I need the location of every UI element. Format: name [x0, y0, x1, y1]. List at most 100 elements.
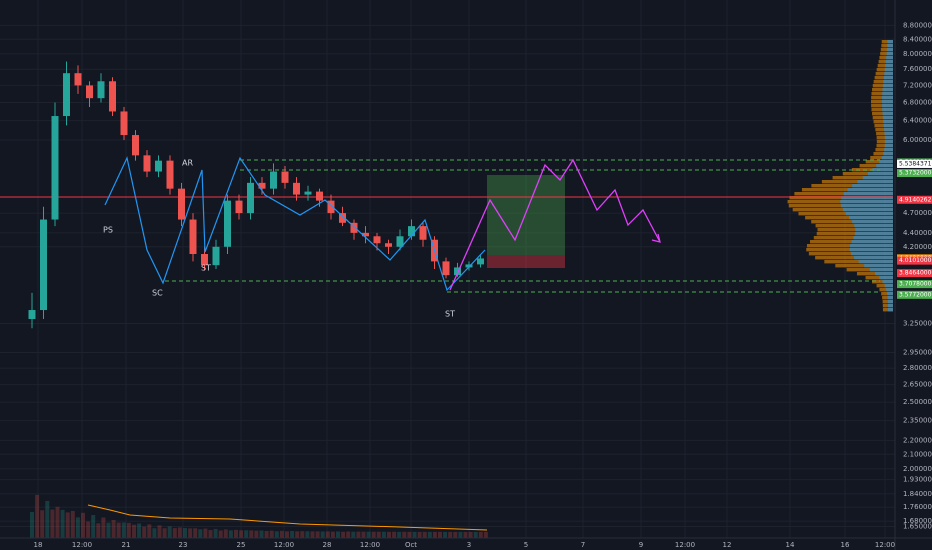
- volume-bar: [412, 531, 417, 538]
- y-tick-label: 2.00000000: [903, 465, 932, 473]
- profile-bar: [854, 256, 893, 260]
- volume-bar: [218, 530, 223, 538]
- candle-body: [477, 258, 484, 265]
- profile-bar: [805, 216, 893, 220]
- profile-bar: [883, 120, 893, 124]
- candle-body: [201, 253, 208, 266]
- volume-bar: [279, 530, 284, 538]
- volume-bar: [356, 531, 361, 538]
- profile-bar: [794, 192, 893, 196]
- profile-bar: [884, 72, 893, 76]
- volume-bar: [126, 522, 131, 538]
- volume-bar: [264, 531, 269, 538]
- y-tick-label: 1.65000000: [903, 523, 932, 531]
- y-tick-label: 2.35000000: [903, 417, 932, 425]
- volume-bar: [458, 531, 463, 538]
- profile-bar: [853, 236, 893, 240]
- x-tick-label: 14: [786, 541, 795, 549]
- y-tick-label: 2.95000000: [903, 349, 932, 357]
- profile-bar: [882, 96, 893, 100]
- candle-body: [385, 243, 392, 247]
- x-tick-label: Oct: [405, 541, 417, 549]
- profile-bar: [882, 116, 893, 120]
- volume-bar: [177, 527, 182, 538]
- volume-bar: [259, 530, 264, 538]
- profile-bar: [869, 268, 893, 272]
- volume-bar: [244, 530, 249, 538]
- profile-bar: [847, 188, 893, 192]
- volume-bar: [376, 531, 381, 538]
- profile-bar: [886, 48, 893, 52]
- candle-body: [419, 226, 427, 240]
- volume-bar: [147, 524, 152, 538]
- profile-bar: [882, 280, 893, 284]
- volume-bar: [132, 524, 136, 538]
- x-tick-label: 3: [467, 541, 471, 549]
- profile-bar: [843, 192, 893, 196]
- candle-body: [63, 73, 70, 117]
- volume-bar: [60, 509, 65, 538]
- profile-bar: [875, 148, 893, 152]
- y-tick-label: 7.20000000: [903, 81, 932, 89]
- profile-bar: [887, 304, 893, 308]
- y-tick-label: 3.25000000: [903, 320, 932, 328]
- volume-bar: [35, 494, 40, 538]
- profile-bar: [842, 208, 893, 212]
- annotation: ST: [445, 310, 455, 319]
- candle-body: [155, 160, 162, 172]
- candle-body: [454, 267, 461, 276]
- volume-bar: [116, 522, 121, 538]
- volume-bar: [55, 506, 60, 538]
- profile-bar: [883, 80, 893, 84]
- volume-bar: [228, 530, 233, 538]
- volume-bar: [239, 530, 244, 538]
- volume-bar: [269, 530, 274, 538]
- profile-bar: [864, 264, 893, 268]
- y-tick-label: 7.60000000: [903, 65, 932, 73]
- candle-body: [166, 160, 174, 189]
- x-tick-label: 12:00: [675, 541, 695, 549]
- volume-bar: [106, 522, 111, 538]
- volume-bar: [483, 531, 488, 538]
- volume-bar: [387, 531, 391, 538]
- x-tick-label: 16: [841, 541, 850, 549]
- profile-bar: [882, 308, 893, 312]
- profile-bar: [879, 276, 893, 280]
- profile-bar: [882, 112, 893, 116]
- volume-bar: [111, 520, 116, 538]
- long-stop-zone: [487, 255, 565, 268]
- y-tick-label: 2.50000000: [903, 398, 932, 406]
- price-tag: [897, 159, 932, 168]
- profile-bar: [882, 304, 893, 308]
- volume-bar: [392, 531, 397, 538]
- profile-bar: [884, 284, 893, 288]
- volume-bar: [249, 530, 254, 538]
- profile-bar: [887, 40, 893, 44]
- x-tick-label: 7: [581, 541, 585, 549]
- volume-bar: [432, 531, 437, 538]
- profile-bar: [850, 252, 893, 256]
- x-tick-label: 12:00: [274, 541, 294, 549]
- profile-bar: [886, 52, 893, 56]
- volume-bar: [101, 517, 106, 538]
- profile-bar: [862, 176, 893, 180]
- profile-bar: [879, 160, 893, 164]
- profile-bar: [872, 84, 893, 88]
- volume-bar: [172, 528, 177, 538]
- y-tick-label: 6.00000000: [903, 136, 932, 144]
- volume: [30, 494, 488, 538]
- volume-bar: [183, 528, 187, 538]
- volume-bar: [361, 531, 366, 538]
- price-tag-label: 3.57720000: [899, 291, 932, 298]
- profile-bar: [857, 180, 893, 184]
- annotation: SC: [152, 289, 163, 298]
- volume-bar: [478, 531, 483, 538]
- candle-body: [339, 213, 346, 223]
- volume-bar: [351, 531, 356, 538]
- x-tick-label: 18: [34, 541, 43, 549]
- price-tag: [897, 280, 932, 289]
- volume-bar: [137, 523, 142, 538]
- volume-bar: [96, 523, 101, 538]
- price-tag-label: 5.37320000: [899, 170, 932, 177]
